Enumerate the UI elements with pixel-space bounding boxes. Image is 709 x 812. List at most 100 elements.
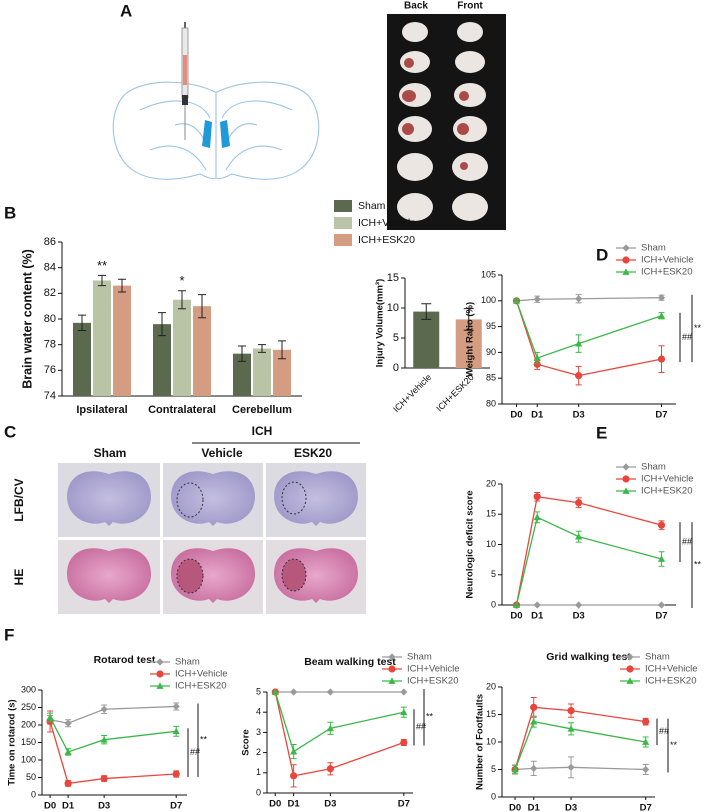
y-axis-label: Neurologic deficit score: [465, 490, 476, 598]
legend-label: ICH+Vehicle: [175, 669, 228, 680]
marker: [512, 297, 521, 304]
legend-marker: [388, 665, 396, 673]
marker: [530, 764, 538, 772]
y-tick-label: 0: [256, 787, 261, 797]
y-tick-label: 200: [21, 719, 36, 729]
legend-swatch: [334, 234, 352, 246]
legend-label: ICH+ESK20: [175, 681, 227, 692]
marker: [642, 738, 650, 745]
marker: [172, 702, 180, 711]
x-tick-label: D0: [510, 611, 522, 622]
y-axis-label: Injury Volume(mm³): [375, 279, 386, 368]
significance: ##: [190, 747, 200, 757]
significance: **: [200, 735, 208, 745]
legend-marker: [156, 670, 164, 678]
marker: [533, 493, 541, 501]
y-tick-label: 78: [44, 339, 56, 351]
marker: [567, 725, 575, 732]
y-tick-label: 250: [21, 702, 36, 712]
marker: [567, 763, 575, 771]
legend-label: ICH+Vehicle: [407, 664, 460, 675]
slice: [402, 22, 428, 42]
hematoma: [402, 58, 469, 170]
section: [67, 471, 151, 526]
chart-title: Grid walking test: [546, 651, 631, 663]
y-tick-label: 76: [44, 364, 56, 376]
marker: [657, 555, 666, 562]
significance: ##: [682, 536, 692, 546]
y-tick-label: 82: [44, 287, 56, 299]
histology-images: [58, 463, 366, 614]
marker: [533, 513, 541, 521]
legend-label: ICH+ESK20: [645, 676, 697, 687]
row-header: LFB/CV: [12, 478, 26, 521]
bar: [193, 306, 211, 396]
marker: [400, 738, 408, 747]
y-tick-label: 0: [31, 789, 36, 799]
marker: [64, 719, 72, 727]
line: [515, 516, 662, 606]
column-header: Sham: [94, 446, 127, 460]
hematoma-spot: [457, 123, 469, 135]
line: [515, 495, 662, 606]
panel-label: B: [4, 203, 16, 222]
y-tick-label: 95: [486, 321, 496, 331]
x-tick-label: ICH+Vehicle: [391, 372, 433, 414]
legend-marker: [156, 682, 164, 689]
legend-label: ICH+Vehicle: [358, 217, 416, 229]
y-tick-label: 90: [486, 347, 496, 357]
marker: [575, 533, 583, 540]
x-tick-label: D7: [170, 801, 182, 812]
marker: [290, 772, 298, 780]
marker: [575, 372, 583, 380]
marker: [400, 708, 408, 716]
x-tick-label: D7: [398, 799, 410, 810]
y-tick-label: 100: [481, 295, 496, 305]
significance: *: [179, 273, 184, 288]
ventricle: [202, 120, 212, 148]
marker: [657, 312, 666, 319]
bar: [93, 280, 111, 396]
bar: [173, 299, 191, 396]
marker: [657, 294, 666, 302]
significance: ##: [416, 722, 426, 732]
marker: [326, 765, 334, 773]
marker: [326, 688, 334, 696]
x-tick-label: D0: [269, 799, 281, 810]
marker: [533, 601, 541, 609]
legend-marker: [622, 256, 630, 264]
panel-label: C: [4, 422, 16, 441]
marker: [575, 499, 583, 507]
legend-swatch: [334, 200, 352, 212]
bar: [253, 348, 271, 396]
legend-marker: [156, 658, 164, 666]
y-tick-label: 1: [256, 767, 261, 777]
x-tick-label: Contralateral: [148, 404, 216, 416]
marker: [46, 713, 54, 721]
group-header: ICH: [252, 424, 273, 438]
legend-label: ICH+ESK20: [358, 234, 415, 246]
line: [49, 721, 177, 785]
hematoma-spot: [404, 58, 414, 68]
x-tick-label: D3: [573, 410, 585, 421]
line: [515, 300, 662, 377]
brain-outline: [112, 81, 320, 180]
marker: [530, 718, 538, 725]
column-header: Back: [404, 1, 428, 12]
marker: [100, 736, 108, 743]
y-tick-label: 80: [44, 313, 56, 325]
lesion-outline: [281, 558, 307, 592]
x-tick-label: D0: [509, 803, 521, 812]
brain-schematic: [112, 81, 320, 180]
column-header: Vehicle: [201, 446, 243, 460]
chart-title: Beam walking test: [304, 656, 396, 668]
y-tick-label: 50: [26, 772, 36, 782]
y-tick-label: 10: [387, 302, 399, 314]
y-axis-label: Weight Ratio (%): [465, 302, 476, 377]
marker: [533, 354, 541, 361]
legend-swatch: [334, 217, 352, 229]
y-tick-label: 4: [256, 707, 261, 717]
hematoma-spot: [402, 90, 416, 102]
error-bar: [158, 312, 166, 337]
